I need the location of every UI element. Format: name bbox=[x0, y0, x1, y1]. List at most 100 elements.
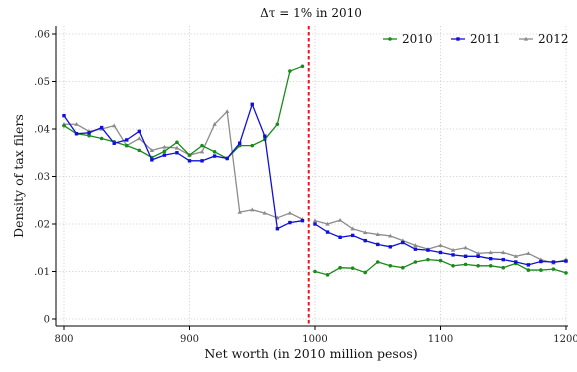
data-point-2010 bbox=[175, 140, 179, 145]
data-point-2011 bbox=[564, 259, 568, 263]
data-point-2012 bbox=[363, 230, 368, 235]
data-point-2012 bbox=[413, 243, 418, 247]
data-point-2011 bbox=[489, 256, 493, 261]
data-point-2012 bbox=[287, 210, 293, 215]
legend-label-2012: 2012 bbox=[538, 32, 569, 46]
data-point-2012 bbox=[137, 136, 142, 141]
data-point-2011 bbox=[514, 260, 518, 264]
data-point-2011 bbox=[225, 156, 229, 161]
data-point-2012 bbox=[162, 144, 167, 149]
data-point-2012 bbox=[463, 245, 468, 250]
y-tick-label: 0 bbox=[44, 315, 50, 326]
data-point-2012 bbox=[174, 145, 180, 150]
data-point-2012 bbox=[112, 123, 117, 128]
data-point-2010 bbox=[388, 264, 393, 268]
data-point-2011 bbox=[426, 248, 430, 252]
data-point-2011 bbox=[526, 263, 531, 267]
data-point-2010 bbox=[275, 122, 280, 127]
legend-label-2011: 2011 bbox=[470, 32, 501, 46]
data-point-2012 bbox=[388, 233, 393, 238]
y-tick-label: .05 bbox=[34, 77, 50, 88]
data-point-2010 bbox=[401, 265, 405, 270]
data-point-2011 bbox=[413, 247, 418, 251]
data-point-2010 bbox=[200, 143, 204, 148]
y-tick-label: .02 bbox=[34, 220, 50, 231]
data-point-2011 bbox=[212, 154, 217, 158]
data-point-2010 bbox=[124, 143, 129, 148]
data-point-2012 bbox=[488, 250, 493, 255]
data-point-2012 bbox=[74, 122, 79, 126]
data-point-2012 bbox=[526, 251, 531, 256]
data-point-2012 bbox=[224, 109, 230, 114]
x-tick-label: 1100 bbox=[428, 334, 453, 345]
data-point-2011 bbox=[376, 242, 380, 247]
data-point-2010 bbox=[426, 257, 430, 262]
data-point-2011 bbox=[87, 131, 91, 135]
data-point-2010 bbox=[526, 268, 531, 272]
y-tick-label: .03 bbox=[34, 172, 50, 183]
data-point-2011 bbox=[200, 159, 204, 163]
data-point-2010 bbox=[99, 136, 104, 141]
x-tick-label: 1000 bbox=[302, 334, 327, 345]
data-point-2011 bbox=[501, 257, 505, 262]
data-point-2012 bbox=[237, 209, 242, 214]
data-point-2010 bbox=[451, 264, 455, 268]
data-point-2012 bbox=[312, 218, 318, 223]
legend-label-2010: 2010 bbox=[402, 32, 433, 46]
data-point-2012 bbox=[450, 247, 456, 252]
x-tick-label: 900 bbox=[180, 334, 199, 345]
data-point-2011 bbox=[539, 259, 543, 264]
data-point-2012 bbox=[262, 210, 267, 215]
data-point-2011 bbox=[363, 238, 367, 243]
x-tick-label: 800 bbox=[54, 334, 73, 345]
data-point-2012 bbox=[149, 148, 155, 152]
y-tick-label: .06 bbox=[34, 30, 50, 41]
data-point-2011 bbox=[112, 141, 116, 145]
data-point-2012 bbox=[375, 232, 380, 237]
data-point-2010 bbox=[564, 271, 568, 275]
legend-marker-2012 bbox=[523, 36, 529, 41]
data-point-2012 bbox=[350, 226, 355, 231]
data-point-2012 bbox=[325, 221, 330, 226]
data-point-2010 bbox=[212, 150, 217, 154]
data-point-2010 bbox=[463, 262, 468, 267]
data-point-2012 bbox=[438, 243, 443, 247]
data-point-2011 bbox=[99, 125, 104, 130]
data-point-2011 bbox=[438, 250, 443, 255]
data-point-2010 bbox=[488, 264, 493, 268]
y-axis-title: Density of tax filers bbox=[11, 114, 26, 238]
data-point-2012 bbox=[513, 254, 518, 258]
data-point-2010 bbox=[375, 260, 380, 264]
series-layer bbox=[61, 64, 569, 277]
data-point-2012 bbox=[337, 218, 343, 222]
data-point-2010 bbox=[87, 133, 91, 138]
data-point-2012 bbox=[475, 251, 481, 256]
x-axis-title: Net worth (in 2010 million pesos) bbox=[204, 346, 417, 361]
data-point-2011 bbox=[250, 102, 254, 106]
data-point-2011 bbox=[325, 230, 330, 234]
data-point-2012 bbox=[501, 250, 506, 255]
data-point-2011 bbox=[238, 141, 242, 145]
data-point-2010 bbox=[438, 258, 443, 263]
data-point-2011 bbox=[263, 134, 267, 138]
data-point-2011 bbox=[476, 254, 480, 258]
data-point-2011 bbox=[175, 151, 179, 155]
data-point-2011 bbox=[463, 254, 468, 258]
legend-marker-2011 bbox=[456, 37, 460, 41]
data-point-2011 bbox=[150, 158, 154, 162]
data-point-2010 bbox=[539, 268, 543, 272]
data-point-2011 bbox=[125, 138, 129, 142]
data-point-2011 bbox=[74, 132, 79, 136]
data-point-2011 bbox=[62, 114, 66, 118]
data-point-2010 bbox=[288, 69, 292, 73]
data-point-2010 bbox=[551, 267, 556, 271]
data-point-2011 bbox=[401, 240, 405, 245]
data-point-2011 bbox=[338, 235, 342, 239]
data-point-2010 bbox=[162, 149, 167, 154]
data-point-2011 bbox=[300, 218, 305, 223]
data-point-2011 bbox=[275, 227, 280, 231]
data-point-2010 bbox=[363, 270, 368, 275]
series-line-2012 bbox=[64, 110, 303, 220]
data-point-2011 bbox=[451, 253, 455, 257]
